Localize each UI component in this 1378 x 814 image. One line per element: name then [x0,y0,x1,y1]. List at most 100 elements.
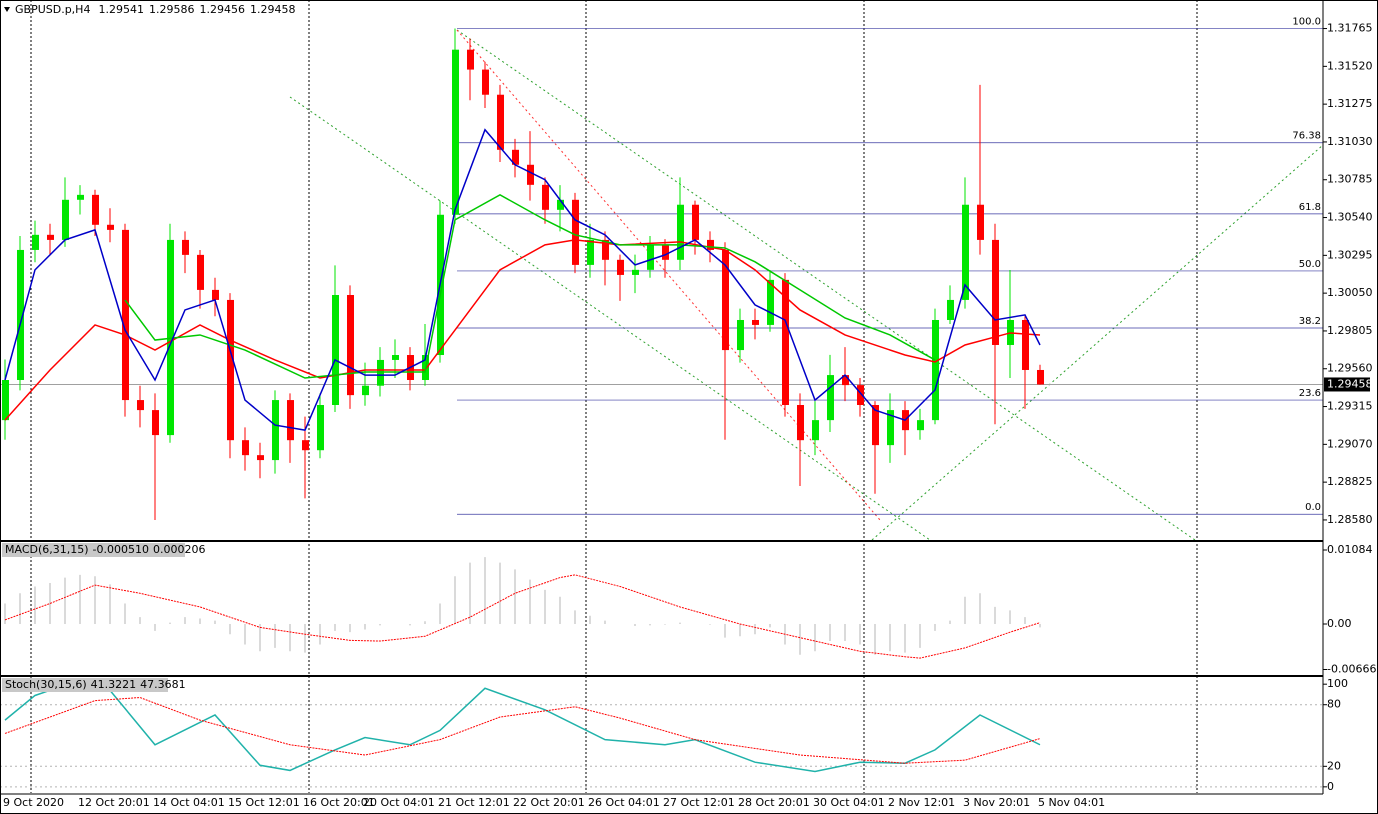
candle-body [77,194,84,200]
candle-body [467,49,474,70]
candle-body [302,440,309,451]
candle-body [557,199,564,210]
last-price-label: 1.29458 [1327,377,1373,390]
y-tick-label: 0 [1327,780,1334,793]
y-tick-label: 1.29070 [1327,437,1373,450]
candle-body [812,420,819,441]
indicator-line [4,239,1041,421]
candle-body [632,269,639,275]
candle-body [167,239,174,436]
candle-body [197,254,204,290]
indicator-label-bg [2,678,168,692]
candle-body [122,229,129,401]
candle-body [2,380,9,421]
candle-body [362,385,369,396]
candle-body [152,410,159,436]
quote: 1.29456 [199,3,245,16]
x-tick-label: 2 Nov 12:01 [888,796,955,809]
candle-body [257,455,264,461]
x-tick-label: 20 Oct 04:01 [363,796,435,809]
candle-body [542,184,549,210]
y-tick-label: 1.30295 [1327,248,1373,261]
x-tick-label: 14 Oct 04:01 [153,796,225,809]
candle-body [767,279,774,325]
indicator-line [4,574,1041,659]
y-tick-label: -0.006669 [1327,663,1378,676]
candle-body [932,319,939,421]
indicator-label-bg [2,543,185,557]
candle-body [527,164,534,185]
reading: 41.3221 [91,678,137,691]
candle-body [512,149,519,165]
y-tick-label: 1.28825 [1327,475,1373,488]
candle-body [107,224,114,230]
stoch-header: Stoch(30,15,6) 41.3221 47.3681 [5,678,186,691]
candle-body [647,244,654,270]
candle-body [1022,319,1029,370]
candle-body [497,94,504,150]
candle-body [692,204,699,240]
candle-body [452,49,459,215]
candle-body [272,400,279,461]
candle-body [797,405,804,441]
symbol: GBPUSD.p,H4 [15,3,90,16]
fibo-label: 0.0 [1305,502,1321,513]
candle-body [992,239,999,345]
x-tick-label: 9 Oct 2020 [3,796,64,809]
candle-body [722,249,729,351]
y-tick-label: 0.01084 [1327,543,1373,556]
indicator-line [4,687,1041,773]
candle-body [482,69,489,95]
fibo-label: 100.0 [1292,17,1321,28]
quote: 1.29586 [149,3,195,16]
macd-header: MACD(6,31,15) -0.000510 0.000206 [5,543,206,556]
fibo-label: 50.0 [1299,259,1321,270]
candle-body [887,410,894,446]
candle-body [617,259,624,275]
plot: 1.31765 1.31520 1.31275 1.31030 1.30785 1.305… [0,17,1378,809]
candle-body [377,359,384,386]
quote: 1.29458 [250,3,296,16]
channel-line [456,29,1196,541]
y-tick-label: 1.31520 [1327,59,1373,72]
y-tick-label: 1.29560 [1327,362,1373,375]
y-tick-label: 1.31765 [1327,22,1373,35]
candle-body [227,299,234,441]
x-tick-label: 3 Nov 20:01 [963,796,1030,809]
candle-body [857,385,864,405]
x-tick-label: 30 Oct 04:01 [813,796,885,809]
candle-body [872,405,879,446]
candle-body [32,234,39,250]
candle-body [707,239,714,250]
candle-body [917,420,924,431]
indicator-line [4,697,1041,764]
y-tick-label: 1.31030 [1327,135,1373,148]
candle-body [677,204,684,260]
indicator-line [4,128,1041,431]
y-tick-label: 80 [1327,698,1341,711]
candle-body [242,440,249,456]
candle-body [827,375,834,421]
reading: 47.3681 [140,678,186,691]
symbol-header: GBPUSD.p,H4 1.29541 1.29586 1.29456 1.29458 [15,3,295,16]
trend-line [871,144,1324,541]
trend-lines [289,29,1324,541]
candle-body [92,194,99,225]
candle-body [182,239,189,255]
candle-body [977,204,984,240]
y-tick-label: 20 [1327,759,1341,772]
fibo-label: 76.38 [1292,131,1321,142]
y-tick-label: 1.28580 [1327,513,1373,526]
candle-body [662,244,669,260]
channel-line [289,96,931,541]
candle-body [392,355,399,360]
candle-body [782,279,789,405]
menu-icon[interactable] [4,7,10,12]
x-tick-label: 15 Oct 12:01 [228,796,300,809]
candle-body [287,400,294,441]
y-tick-label: 1.30540 [1327,211,1373,224]
candle-body [947,299,954,320]
indicator-name: Stoch(30,15,6) [5,678,87,691]
